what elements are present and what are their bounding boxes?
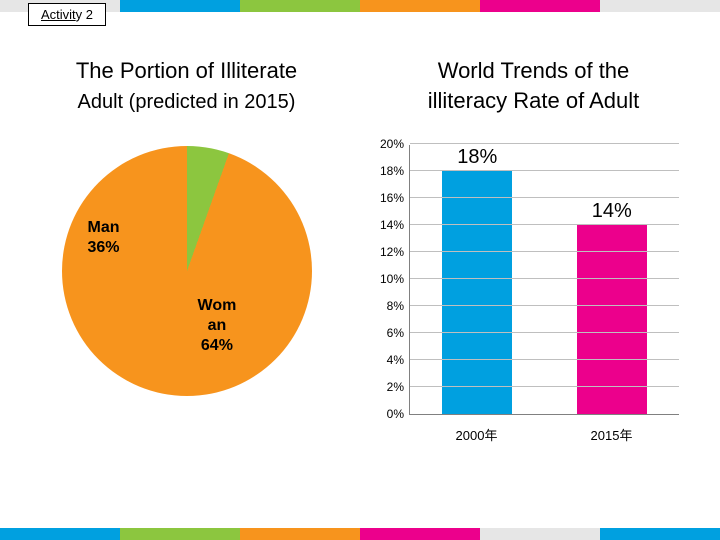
ytick-label: 14% (380, 218, 410, 232)
bar-value-label: 18% (457, 146, 497, 169)
activity-label-rest: y 2 (76, 7, 93, 22)
bar-group: 18% 14% (410, 145, 679, 414)
gridline (410, 278, 679, 279)
stripe (120, 0, 240, 12)
ytick-label: 8% (387, 299, 410, 313)
stripe (600, 0, 720, 12)
pie-title-line2: Adult (predicted in 2015) (78, 91, 296, 113)
stripe (360, 528, 480, 540)
ytick-label: 10% (380, 272, 410, 286)
left-panel: The Portion of Illiterate Adult (predict… (18, 56, 355, 445)
gridline (410, 224, 679, 225)
pie-title-line1: The Portion of Illiterate (76, 58, 297, 83)
stripe (480, 528, 600, 540)
gridline (410, 197, 679, 198)
ytick-label: 4% (387, 353, 410, 367)
pie-slice-label: Woman64% (198, 296, 237, 356)
bar-column: 18% (442, 146, 512, 414)
pie-title: The Portion of Illiterate Adult (predict… (18, 56, 355, 116)
stripe (360, 0, 480, 12)
bar (442, 171, 512, 414)
gridline (410, 305, 679, 306)
gridline (410, 251, 679, 252)
xtick-label: 2000年 (456, 425, 498, 445)
stripe (240, 0, 360, 12)
ytick-label: 16% (380, 191, 410, 205)
stripe (0, 528, 120, 540)
content: The Portion of Illiterate Adult (predict… (0, 12, 720, 445)
ytick-label: 6% (387, 326, 410, 340)
ytick-label: 20% (380, 137, 410, 151)
pie-chart: Man36% Woman64% (62, 146, 312, 396)
bar-value-label: 14% (592, 200, 632, 223)
bar-title-line1: World Trends of the (438, 58, 630, 83)
bar-chart: 18%14% 0%2%4%6%8%10%12%14%16%18%20% 2000… (365, 145, 685, 445)
gridline (410, 386, 679, 387)
activity-badge: Activity 2 (28, 3, 106, 26)
stripe (240, 528, 360, 540)
right-panel: World Trends of the illiteracy Rate of A… (365, 56, 702, 445)
stripe (120, 528, 240, 540)
bar-title-line2: illiteracy Rate of Adult (428, 88, 640, 113)
bar-xlabels: 2000年 2015年 (409, 419, 679, 445)
gridline (410, 332, 679, 333)
bar-plot-area: 18%14% 0%2%4%6%8%10%12%14%16%18%20% (409, 145, 679, 415)
top-stripe-bar (0, 0, 720, 12)
ytick-label: 18% (380, 164, 410, 178)
ytick-label: 2% (387, 380, 410, 394)
ytick-label: 12% (380, 245, 410, 259)
xtick-label: 2015年 (591, 425, 633, 445)
activity-label-underline: Activit (41, 7, 76, 22)
bar-title: World Trends of the illiteracy Rate of A… (365, 56, 702, 115)
stripe (600, 528, 720, 540)
gridline (410, 170, 679, 171)
stripe (480, 0, 600, 12)
pie-disc (62, 146, 312, 396)
pie-slice-label: Man36% (88, 218, 120, 258)
bar-column: 14% (577, 200, 647, 414)
gridline (410, 359, 679, 360)
ytick-label: 0% (387, 407, 410, 421)
gridline (410, 143, 679, 144)
bottom-stripe-bar (0, 528, 720, 540)
